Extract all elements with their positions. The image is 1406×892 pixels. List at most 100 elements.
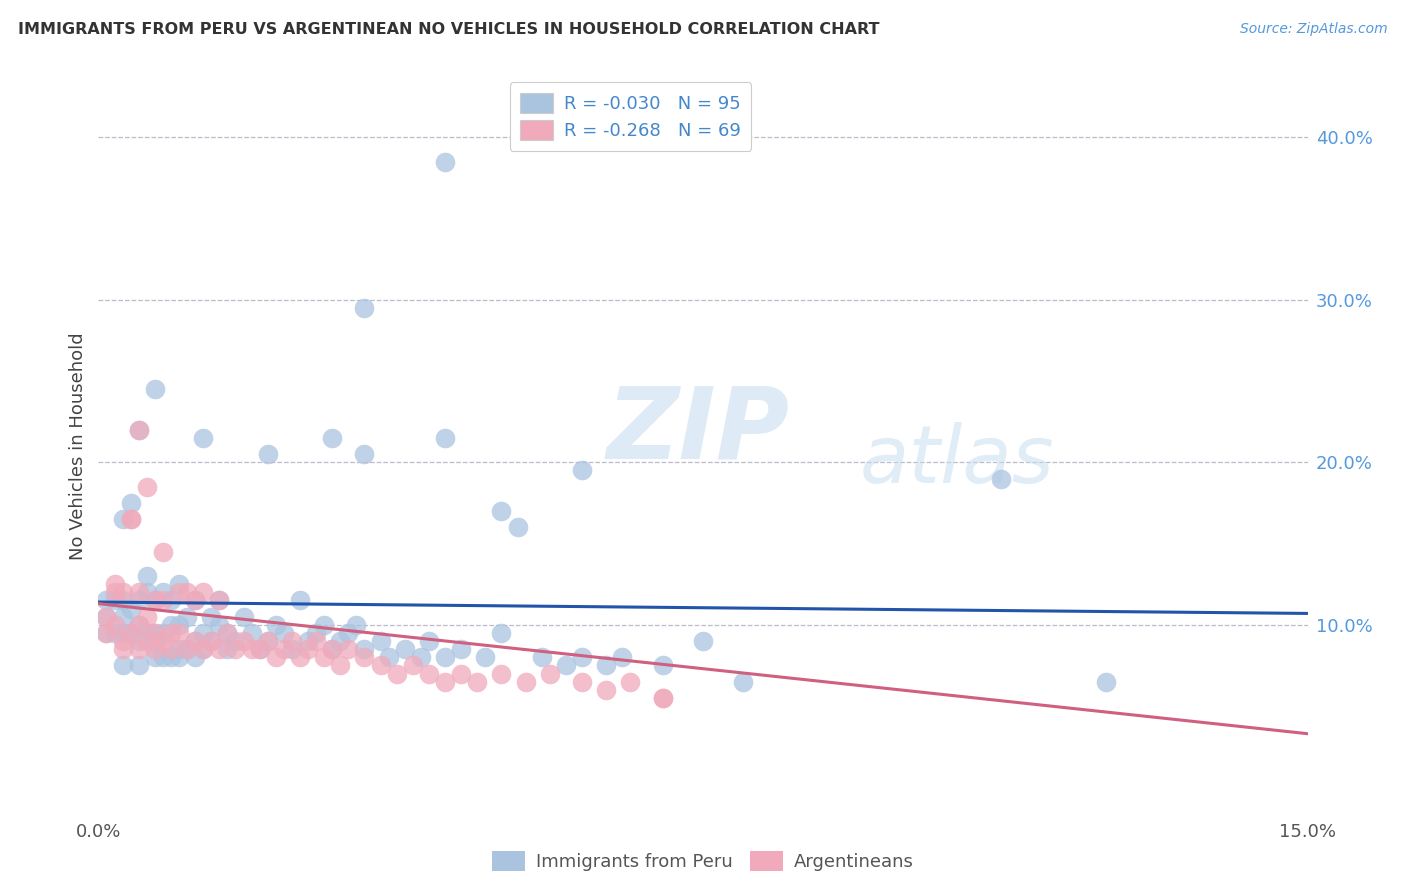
Point xyxy=(208,593,231,607)
Point xyxy=(128,593,150,607)
Point xyxy=(96,609,118,624)
Point xyxy=(733,674,755,689)
Point xyxy=(394,642,416,657)
Text: atlas: atlas xyxy=(860,422,1054,500)
Point xyxy=(143,626,166,640)
Point xyxy=(128,617,150,632)
Point xyxy=(217,642,239,657)
Point xyxy=(314,650,336,665)
Point xyxy=(160,617,183,632)
Point xyxy=(377,650,399,665)
Point xyxy=(344,617,367,632)
Point xyxy=(96,626,118,640)
Point xyxy=(208,642,231,657)
Point xyxy=(256,634,278,648)
Point xyxy=(143,593,166,607)
Point xyxy=(530,650,553,665)
Point xyxy=(264,650,287,665)
Point xyxy=(152,544,174,558)
Point xyxy=(111,609,134,624)
Point xyxy=(515,674,537,689)
Point xyxy=(111,585,134,599)
Point xyxy=(337,626,360,640)
Point xyxy=(184,634,207,648)
Point xyxy=(193,642,215,657)
Point xyxy=(555,658,578,673)
Point xyxy=(224,634,246,648)
Point xyxy=(353,447,375,461)
Point xyxy=(385,666,408,681)
Point xyxy=(240,642,263,657)
Point xyxy=(651,690,673,705)
Point xyxy=(167,650,190,665)
Point xyxy=(128,642,150,657)
Point xyxy=(176,642,198,657)
Point xyxy=(143,650,166,665)
Point xyxy=(506,520,529,534)
Point xyxy=(538,666,561,681)
Point xyxy=(160,642,183,657)
Point xyxy=(329,658,352,673)
Point xyxy=(273,642,295,657)
Point xyxy=(103,593,125,607)
Point xyxy=(193,626,215,640)
Point xyxy=(434,674,457,689)
Point xyxy=(491,666,513,681)
Point xyxy=(160,593,183,607)
Point xyxy=(224,642,246,657)
Point xyxy=(160,650,183,665)
Point xyxy=(619,674,641,689)
Point xyxy=(297,642,319,657)
Point xyxy=(128,585,150,599)
Point xyxy=(491,504,513,518)
Point xyxy=(273,626,295,640)
Point xyxy=(128,617,150,632)
Point xyxy=(135,634,157,648)
Point xyxy=(402,658,425,673)
Point xyxy=(612,650,634,665)
Point xyxy=(120,626,142,640)
Point xyxy=(160,626,183,640)
Point xyxy=(571,674,593,689)
Point xyxy=(152,593,174,607)
Point xyxy=(96,626,118,640)
Point xyxy=(370,634,392,648)
Point xyxy=(297,634,319,648)
Point xyxy=(120,512,142,526)
Legend: R = -0.030   N = 95, R = -0.268   N = 69: R = -0.030 N = 95, R = -0.268 N = 69 xyxy=(509,82,751,151)
Point xyxy=(651,690,673,705)
Point xyxy=(135,585,157,599)
Point xyxy=(184,634,207,648)
Point xyxy=(193,431,215,445)
Point xyxy=(571,650,593,665)
Point xyxy=(353,301,375,315)
Point xyxy=(103,626,125,640)
Point xyxy=(184,650,207,665)
Point xyxy=(450,666,472,681)
Text: IMMIGRANTS FROM PERU VS ARGENTINEAN NO VEHICLES IN HOUSEHOLD CORRELATION CHART: IMMIGRANTS FROM PERU VS ARGENTINEAN NO V… xyxy=(18,22,880,37)
Point xyxy=(353,642,375,657)
Point xyxy=(143,626,166,640)
Point xyxy=(167,585,190,599)
Point xyxy=(167,577,190,591)
Point xyxy=(184,593,207,607)
Point xyxy=(288,650,311,665)
Point xyxy=(256,447,278,461)
Point xyxy=(111,634,134,648)
Point xyxy=(595,658,617,673)
Point xyxy=(103,617,125,632)
Point xyxy=(200,634,222,648)
Point xyxy=(120,626,142,640)
Point xyxy=(152,585,174,599)
Point xyxy=(96,593,118,607)
Point xyxy=(200,609,222,624)
Point xyxy=(321,642,343,657)
Y-axis label: No Vehicles in Household: No Vehicles in Household xyxy=(69,332,87,560)
Point xyxy=(128,634,150,648)
Point xyxy=(240,626,263,640)
Point xyxy=(200,634,222,648)
Point xyxy=(232,609,254,624)
Text: Source: ZipAtlas.com: Source: ZipAtlas.com xyxy=(1240,22,1388,37)
Point xyxy=(111,512,134,526)
Point xyxy=(418,666,440,681)
